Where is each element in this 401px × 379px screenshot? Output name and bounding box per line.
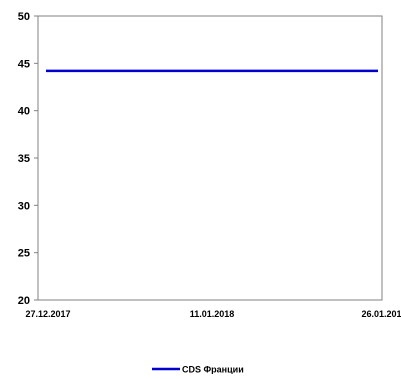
x-axis: 27.12.2017 11.01.2018 26.01.2018 bbox=[25, 309, 401, 319]
x-tick-label: 26.01.2018 bbox=[361, 309, 401, 319]
y-tick-label: 40 bbox=[18, 106, 30, 118]
y-axis: 20 25 30 35 40 45 50 bbox=[18, 11, 38, 307]
y-tick-label: 45 bbox=[18, 58, 30, 70]
y-tick-label: 35 bbox=[18, 153, 30, 165]
x-tick-label: 27.12.2017 bbox=[25, 309, 70, 319]
y-tick-label: 50 bbox=[18, 11, 30, 23]
x-tick-label: 11.01.2018 bbox=[190, 309, 235, 319]
legend-label: CDS Франции bbox=[182, 365, 244, 375]
y-tick-label: 30 bbox=[18, 200, 30, 212]
plot-area bbox=[37, 15, 383, 301]
legend: CDS Франции bbox=[152, 365, 244, 375]
y-tick-label: 20 bbox=[18, 295, 30, 307]
y-tick-label: 25 bbox=[18, 248, 30, 260]
